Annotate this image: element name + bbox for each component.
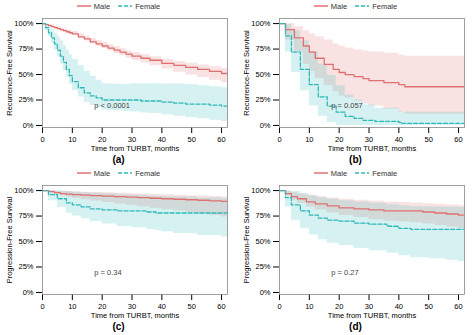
svg-text:10: 10 xyxy=(68,135,76,144)
svg-text:25%: 25% xyxy=(18,262,33,271)
html-text:Female: Female xyxy=(135,1,161,11)
svg-text:p = 0.34: p = 0.34 xyxy=(94,268,121,277)
svg-text:Time from TURBT, months: Time from TURBT, months xyxy=(328,144,417,153)
html-text:(d): (d) xyxy=(349,321,362,332)
svg-text:100%: 100% xyxy=(251,19,271,28)
svg-text:50: 50 xyxy=(425,302,433,311)
svg-text:100%: 100% xyxy=(251,186,271,195)
svg-text:Time from TURBT, months: Time from TURBT, months xyxy=(328,311,417,320)
svg-text:0: 0 xyxy=(277,302,281,311)
html-text:Male: Male xyxy=(93,168,111,178)
svg-text:0: 0 xyxy=(40,302,44,311)
svg-text:Progression-Free Survival: Progression-Free Survival xyxy=(5,196,14,283)
svg-text:Time from TURBT, months: Time from TURBT, months xyxy=(91,311,180,320)
svg-text:30: 30 xyxy=(365,302,373,311)
svg-text:25%: 25% xyxy=(18,95,33,104)
svg-text:50%: 50% xyxy=(18,70,33,79)
svg-text:Recurrence-Free Survival: Recurrence-Free Survival xyxy=(5,30,14,116)
svg-text:0%: 0% xyxy=(23,121,34,130)
html-text:Male: Male xyxy=(330,1,348,11)
svg-text:75%: 75% xyxy=(255,211,270,220)
svg-text:60: 60 xyxy=(454,302,462,311)
svg-text:20: 20 xyxy=(335,135,343,144)
svg-text:20: 20 xyxy=(98,135,106,144)
svg-text:0: 0 xyxy=(277,135,281,144)
svg-text:40: 40 xyxy=(395,302,403,311)
svg-text:30: 30 xyxy=(128,135,136,144)
svg-text:10: 10 xyxy=(305,135,313,144)
html-text:(b): (b) xyxy=(349,154,362,165)
svg-text:50%: 50% xyxy=(18,237,33,246)
svg-text:Time from TURBT, months: Time from TURBT, months xyxy=(91,144,180,153)
svg-text:p = 0.057: p = 0.057 xyxy=(331,101,363,110)
svg-text:100%: 100% xyxy=(14,186,34,195)
svg-text:40: 40 xyxy=(395,135,403,144)
html-text:Female: Female xyxy=(135,168,161,178)
svg-text:60: 60 xyxy=(454,135,462,144)
svg-text:0%: 0% xyxy=(260,288,271,297)
svg-text:50%: 50% xyxy=(255,70,270,79)
svg-text:40: 40 xyxy=(158,135,166,144)
svg-text:75%: 75% xyxy=(255,44,270,53)
svg-text:25%: 25% xyxy=(255,262,270,271)
svg-text:p < 0.0001: p < 0.0001 xyxy=(94,101,130,110)
html-text:(c): (c) xyxy=(112,321,125,332)
svg-text:0%: 0% xyxy=(23,288,34,297)
svg-text:20: 20 xyxy=(98,302,106,311)
svg-text:30: 30 xyxy=(365,135,373,144)
svg-text:75%: 75% xyxy=(18,211,33,220)
svg-text:30: 30 xyxy=(128,302,136,311)
svg-text:60: 60 xyxy=(217,135,225,144)
svg-text:100%: 100% xyxy=(14,19,34,28)
svg-text:Recurrence-Free Survival: Recurrence-Free Survival xyxy=(242,30,251,116)
svg-text:10: 10 xyxy=(305,302,313,311)
svg-text:75%: 75% xyxy=(18,44,33,53)
html-text:Male: Male xyxy=(93,1,111,11)
svg-text:50: 50 xyxy=(188,302,196,311)
svg-text:50: 50 xyxy=(188,135,196,144)
svg-text:20: 20 xyxy=(335,302,343,311)
svg-text:Progression-Free Survival: Progression-Free Survival xyxy=(242,196,251,283)
svg-text:0: 0 xyxy=(40,135,44,144)
svg-text:60: 60 xyxy=(217,302,225,311)
html-text:Male: Male xyxy=(330,168,348,178)
html-text:Female: Female xyxy=(372,168,398,178)
svg-text:50%: 50% xyxy=(255,237,270,246)
html-text:(a): (a) xyxy=(112,154,125,165)
svg-text:0%: 0% xyxy=(260,121,271,130)
svg-text:p = 0.27: p = 0.27 xyxy=(331,268,358,277)
svg-text:40: 40 xyxy=(158,302,166,311)
svg-text:10: 10 xyxy=(68,302,76,311)
html-text:Female: Female xyxy=(372,1,398,11)
svg-text:25%: 25% xyxy=(255,95,270,104)
svg-text:50: 50 xyxy=(425,135,433,144)
